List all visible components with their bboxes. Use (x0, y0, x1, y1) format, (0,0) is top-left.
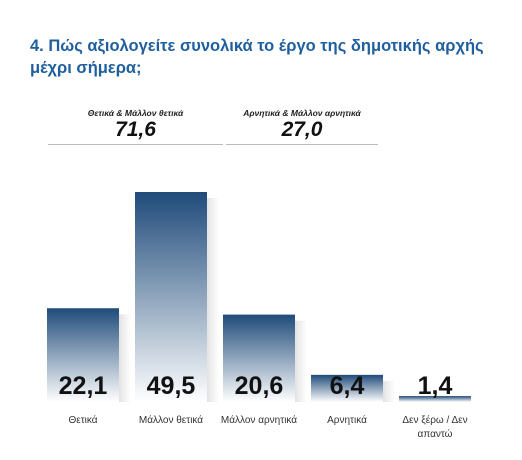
bar-value-label: 6,4 (330, 372, 365, 400)
summary-positive-label: Θετικά & Μάλλον θετικά (87, 108, 184, 118)
bar-value-label: 20,6 (235, 372, 284, 400)
bar (135, 192, 207, 402)
category-label: Αρνητικά (327, 414, 367, 426)
category-label: Μάλλον θετικά (139, 414, 203, 426)
chart-title: 4. Πώς αξιολογείτε συνολικά το έργο της … (30, 37, 484, 77)
category-label: Δεν ξέρω / Δεν (402, 414, 467, 426)
bar-value-label: 22,1 (59, 372, 108, 400)
bar-value-label: 49,5 (147, 372, 196, 400)
bar (399, 396, 471, 402)
bar-value-label: 1,4 (418, 372, 453, 400)
bar-shadow (207, 198, 219, 402)
bar-shadow (119, 314, 131, 402)
bar (47, 308, 119, 402)
bar-shadow (295, 320, 307, 402)
bar (311, 374, 383, 402)
category-label: Μάλλον αρνητικά (221, 414, 297, 426)
summary-negative-underline (226, 144, 378, 145)
category-label: Θετικά (68, 414, 97, 426)
bar-shadow (383, 380, 395, 402)
bar (223, 314, 295, 402)
category-label: απαντώ (418, 428, 453, 440)
summary-positive-underline (48, 144, 223, 145)
summary-negative-value: 27,0 (281, 118, 323, 141)
summary-negative-label: Αρνητικά & Μάλλον αρνητικά (243, 108, 361, 118)
summary-positive-value: 71,6 (115, 118, 156, 141)
